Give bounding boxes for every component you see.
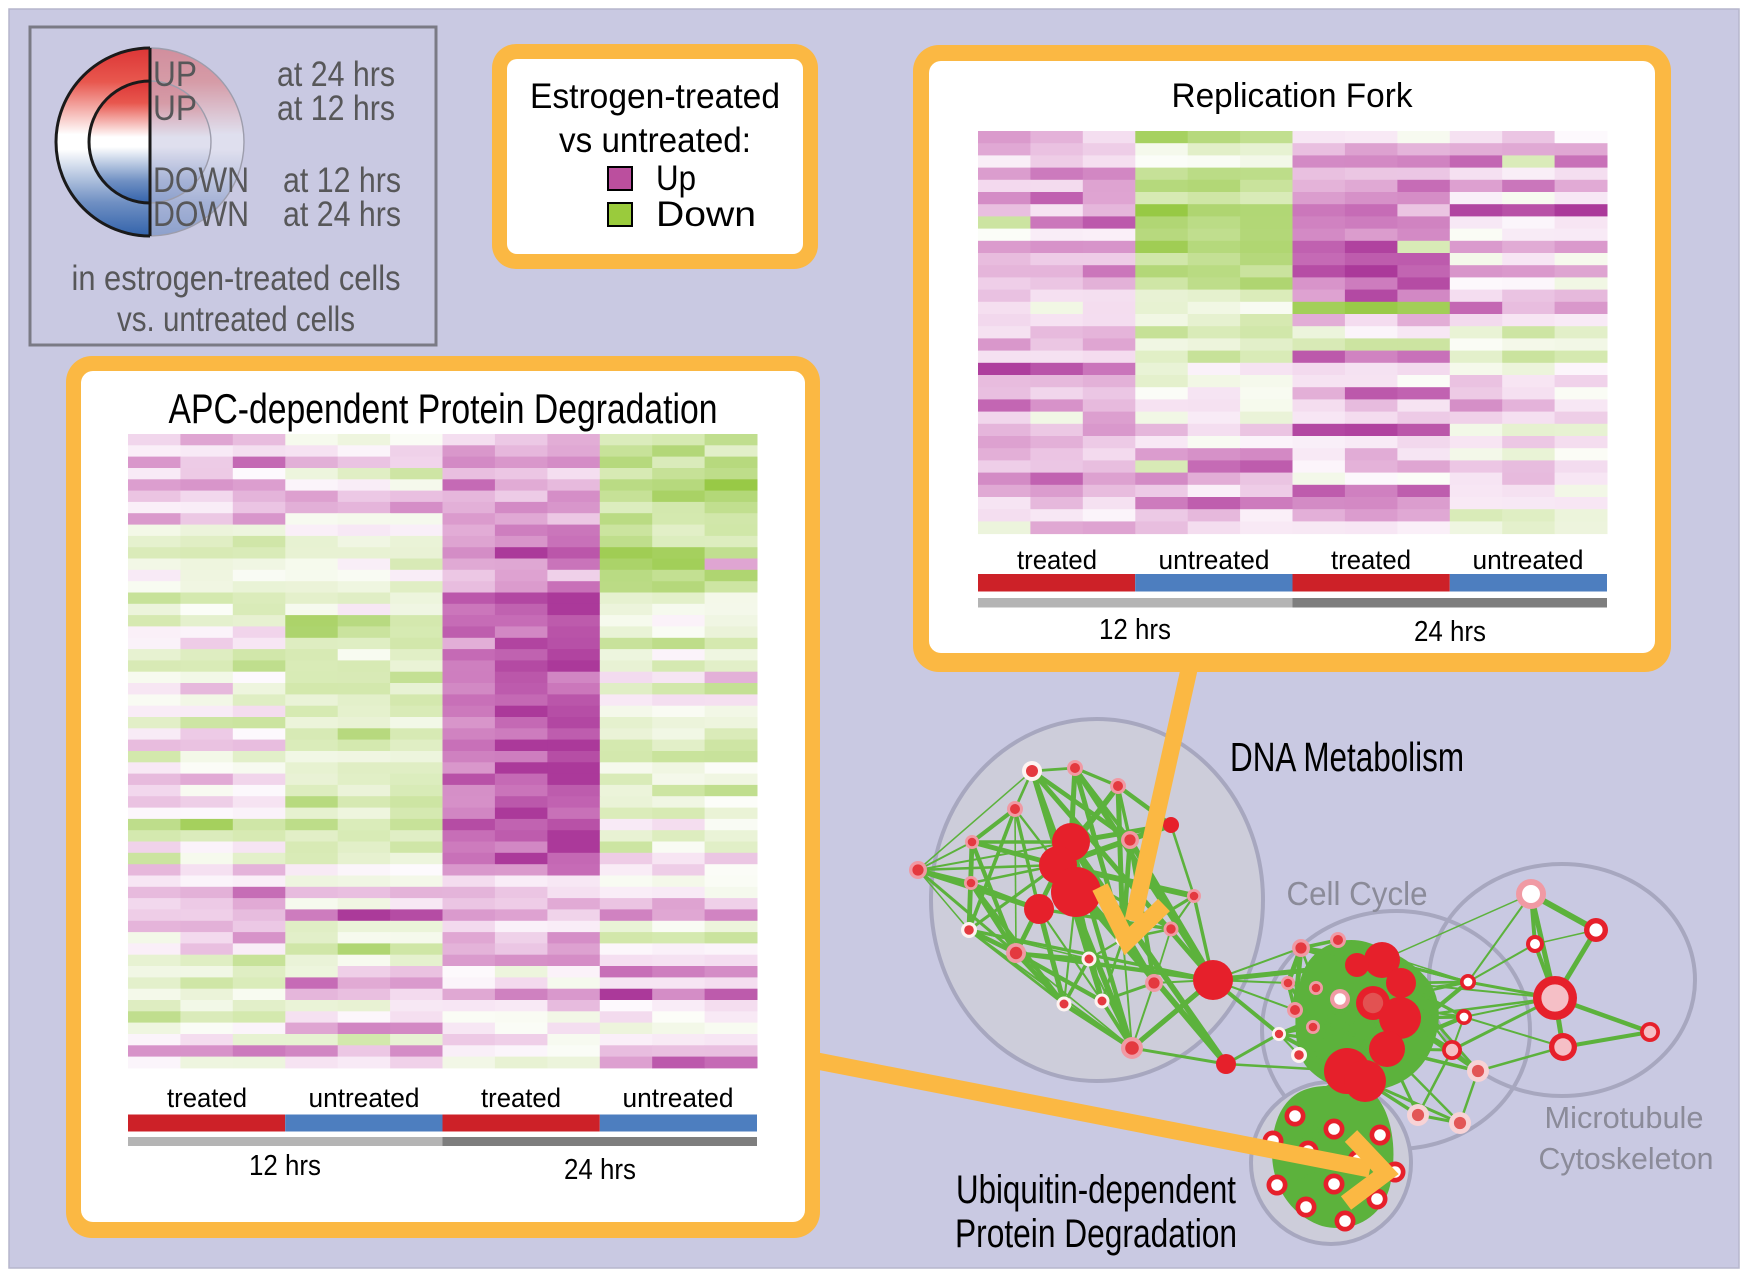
svg-text:vs. untreated cells: vs. untreated cells	[117, 300, 355, 339]
svg-text:Ubiquitin-dependent: Ubiquitin-dependent	[956, 1168, 1236, 1212]
svg-text:untreated: untreated	[623, 1083, 734, 1113]
svg-text:at 12 hrs: at 12 hrs	[283, 161, 401, 200]
svg-text:Estrogen-treated: Estrogen-treated	[530, 77, 780, 116]
svg-text:Up: Up	[656, 159, 696, 198]
svg-text:untreated: untreated	[1159, 545, 1270, 575]
svg-text:DNA Metabolism: DNA Metabolism	[1230, 734, 1464, 780]
svg-text:12 hrs: 12 hrs	[249, 1150, 321, 1182]
svg-text:untreated: untreated	[309, 1083, 420, 1113]
svg-text:Protein Degradation: Protein Degradation	[955, 1212, 1237, 1256]
svg-text:treated: treated	[481, 1083, 561, 1113]
svg-text:12 hrs: 12 hrs	[1099, 614, 1171, 646]
svg-text:in estrogen-treated cells: in estrogen-treated cells	[72, 259, 401, 298]
svg-text:Cytoskeleton: Cytoskeleton	[1539, 1141, 1714, 1176]
svg-text:Down: Down	[656, 195, 756, 234]
svg-text:24 hrs: 24 hrs	[564, 1154, 636, 1186]
svg-text:treated: treated	[167, 1083, 247, 1113]
svg-text:treated: treated	[1017, 545, 1097, 575]
svg-text:DOWN: DOWN	[153, 161, 249, 200]
svg-text:APC-dependent Protein Degradat: APC-dependent Protein Degradation	[169, 385, 718, 432]
svg-text:24 hrs: 24 hrs	[1414, 616, 1486, 648]
svg-text:UP: UP	[153, 55, 197, 94]
svg-text:Replication Fork: Replication Fork	[1172, 77, 1414, 115]
svg-text:at 12 hrs: at 12 hrs	[277, 89, 395, 128]
svg-text:untreated: untreated	[1473, 545, 1584, 575]
svg-text:UP: UP	[153, 89, 197, 128]
svg-text:DOWN: DOWN	[153, 195, 249, 234]
svg-text:at 24 hrs: at 24 hrs	[283, 195, 401, 234]
svg-text:Cell Cycle: Cell Cycle	[1287, 875, 1428, 912]
svg-text:vs untreated:: vs untreated:	[559, 121, 751, 160]
svg-text:treated: treated	[1331, 545, 1411, 575]
svg-text:Microtubule: Microtubule	[1545, 1100, 1704, 1135]
svg-text:at 24 hrs: at 24 hrs	[277, 55, 395, 94]
